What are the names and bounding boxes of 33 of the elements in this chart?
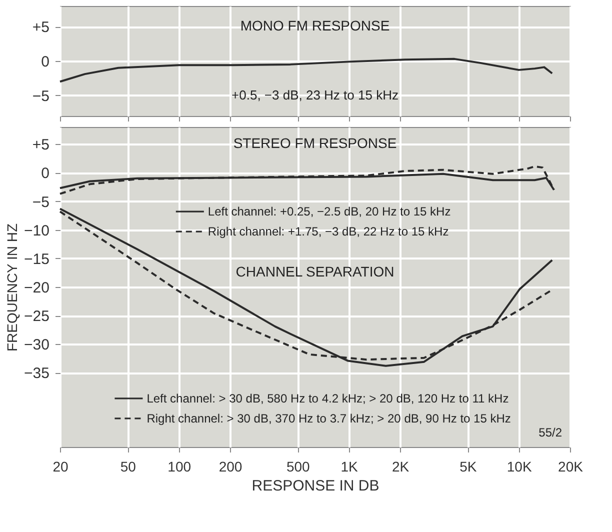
x-tick-label: 10K: [506, 458, 532, 474]
legend-label: Right channel: +1.75, −3 dB, 22 Hz to 15 kHz: [208, 224, 449, 239]
y-tick-label: −5: [32, 88, 50, 105]
legend-label: Left channel: > 30 dB, 580 Hz to 4.2 kHz; > 20 dB, 120 Hz to 11 kHz: [146, 391, 509, 406]
y-tick-label: 0: [41, 165, 50, 182]
y-tick-label: +5: [32, 136, 50, 154]
annotation: CHANNEL SEPARATION: [236, 264, 394, 280]
y-tick-label: 0: [41, 54, 50, 70]
x-axis-title: RESPONSE IN DB: [252, 478, 380, 494]
x-tick-label: 100: [168, 458, 192, 474]
x-tick-label: 2K: [392, 458, 410, 474]
y-tick-label: −20: [24, 280, 50, 296]
x-tick-label: 5K: [460, 458, 478, 474]
y-tick-label: −10: [24, 222, 50, 240]
text: MONO FM RESPONSE: [240, 18, 390, 34]
y-tick-label: −5: [32, 194, 50, 211]
y-axis-title: FREQUENCY IN HZ: [4, 223, 20, 352]
y-tick-label: −15: [24, 250, 50, 268]
x-tick-label: 500: [286, 458, 310, 474]
legend-label: Left channel: +0.25, −2.5 dB, 20 Hz to 15 kHz: [208, 204, 451, 219]
y-tick-label: −25: [24, 308, 50, 326]
x-tick-label: 20: [52, 458, 68, 474]
annotation: +0.5, −3 dB, 23 Hz to 15 kHz: [232, 87, 398, 102]
annotation: 55/2: [538, 426, 562, 440]
x-tick-label: 50: [120, 458, 136, 474]
y-tick-label: −35: [24, 365, 50, 382]
x-tick-label: 200: [218, 458, 242, 474]
x-tick-label: 20K: [558, 458, 584, 474]
text: STEREO FM RESPONSE: [233, 135, 397, 152]
y-tick-label: +5: [32, 19, 50, 36]
legend-label: Right channel: > 30 dB, 370 Hz to 3.7 kHz; > 20 dB, 90 Hz to 15 kHz: [146, 411, 511, 426]
x-tick-label: 1K: [340, 458, 359, 474]
y-tick-label: −30: [24, 336, 50, 354]
